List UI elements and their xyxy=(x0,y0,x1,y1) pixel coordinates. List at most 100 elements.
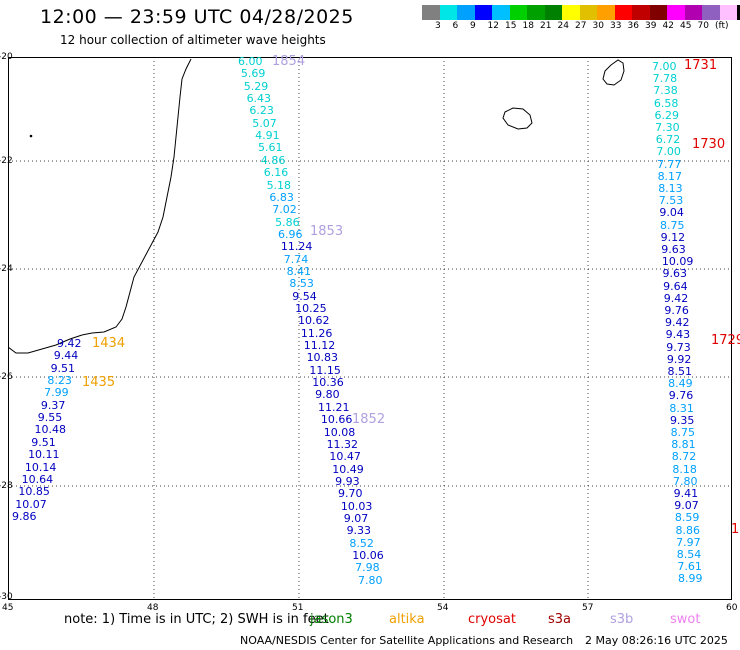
color-bar-label: 33 xyxy=(610,21,622,31)
wave-height-value: 7.80 xyxy=(358,573,383,587)
wave-height-value: 9.42 xyxy=(57,337,82,350)
color-bar-label: 42 xyxy=(662,21,674,31)
wave-height-value: 9.76 xyxy=(668,389,694,403)
wave-height-value: 9.07 xyxy=(343,511,369,525)
wave-height-value: 7.53 xyxy=(658,194,684,208)
wave-height-value: 5.18 xyxy=(266,178,292,192)
color-bar-swatch xyxy=(474,5,492,20)
satellite-legend-s3a: s3a xyxy=(548,612,572,627)
color-bar-label: 39 xyxy=(645,21,657,31)
wave-height-value: 6.83 xyxy=(269,190,294,204)
wave-height-value: 9.92 xyxy=(666,352,692,366)
color-bar-swatch xyxy=(457,5,475,20)
wave-height-value: 9.07 xyxy=(674,499,699,513)
wave-height-value: 9.04 xyxy=(659,206,684,220)
wave-height-value: 9.80 xyxy=(315,388,340,402)
wave-height-value: 5.29 xyxy=(243,79,269,93)
wave-height-value: 9.63 xyxy=(662,267,688,281)
color-bar-swatch xyxy=(597,5,615,20)
color-bar-label: 6 xyxy=(452,21,459,31)
wave-height-value: 9.43 xyxy=(665,328,691,342)
lat-label-26: -26 xyxy=(0,372,13,382)
wave-height-value: 7.77 xyxy=(656,157,682,171)
wave-height-value: 11.15 xyxy=(309,363,341,377)
wave-height-value: 10.06 xyxy=(352,549,384,562)
wave-height-value: 10.48 xyxy=(34,423,67,437)
wave-height-value: 8.75 xyxy=(670,426,696,439)
wave-height-value: 10.14 xyxy=(24,460,57,474)
wave-height-value: 6.23 xyxy=(249,104,274,118)
color-bar-label: (ft) xyxy=(715,21,729,31)
color-bar-swatch xyxy=(544,5,562,20)
pass-time-1852: 1852 xyxy=(352,412,386,427)
lon-label-45: 45 xyxy=(2,603,14,613)
wave-height-value: 10.62 xyxy=(298,314,330,328)
wave-height-value: 7.61 xyxy=(677,560,702,574)
color-bar-label: 27 xyxy=(575,21,587,31)
wave-height-value: 10.83 xyxy=(306,351,339,365)
wave-height-value: 7.74 xyxy=(283,252,309,266)
color-bar-label: 12 xyxy=(487,21,499,31)
wave-height-value: 8.53 xyxy=(289,277,314,291)
wave-height-value: 7.97 xyxy=(676,535,701,549)
lon-label-51: 51 xyxy=(292,603,304,613)
lon-label-60: 60 xyxy=(726,603,738,613)
wave-height-value: 8.99 xyxy=(678,572,703,586)
lat-label-20: -20 xyxy=(0,52,13,62)
map-canvas xyxy=(8,57,732,600)
wave-height-value: 10.09 xyxy=(661,255,694,269)
wave-height-value: 10.66 xyxy=(320,413,353,427)
lon-label-48: 48 xyxy=(147,603,159,613)
wave-height-value: 10.25 xyxy=(295,302,327,315)
wave-height-value: 10.08 xyxy=(323,425,356,439)
map-subtitle: 12 hour collection of altimeter wave hei… xyxy=(60,33,326,47)
wave-height-value: 10.49 xyxy=(332,462,364,476)
wave-height-value: 8.49 xyxy=(668,377,693,391)
satellite-legend-swot: swot xyxy=(670,612,701,627)
wave-height-value: 9.12 xyxy=(660,230,686,244)
pass-time-1730: 1730 xyxy=(692,137,726,152)
pass-time-1435: 1435 xyxy=(82,375,116,390)
wave-height-value: 10.47 xyxy=(329,450,361,464)
wave-height-value: 6.58 xyxy=(653,96,679,110)
wave-height-value: 8.75 xyxy=(660,218,685,232)
wave-height-value: 11.12 xyxy=(303,339,336,353)
wave-height-value: 7.00 xyxy=(656,145,681,159)
wave-height-value: 10.03 xyxy=(340,499,373,513)
satellite-legend-s3b: s3b xyxy=(610,612,634,627)
madagascar-coastline xyxy=(8,58,192,354)
wave-height-value: 9.44 xyxy=(53,349,79,363)
footer-note: note: 1) Time is in UTC; 2) SWH is in fe… xyxy=(64,612,329,627)
wave-height-value: 6.00 xyxy=(238,55,263,68)
wave-height-value: 8.17 xyxy=(657,169,683,183)
wave-height-value: 9.41 xyxy=(673,487,699,500)
lat-label-30: -30 xyxy=(0,592,13,602)
wave-height-value: 9.86 xyxy=(12,509,37,523)
wave-height-value: 6.29 xyxy=(654,108,679,122)
color-bar-swatch xyxy=(527,5,545,20)
footer-timestamp: 2 May 08:26:16 UTC 2025 xyxy=(585,634,728,647)
wave-height-value: 5.69 xyxy=(240,67,266,81)
wave-height-value: 9.51 xyxy=(31,435,56,449)
color-bar-label: 9 xyxy=(470,21,476,31)
wave-height-value: 7.99 xyxy=(44,386,69,400)
wave-height-value: 9.63 xyxy=(661,243,686,256)
wave-height-value: 8.86 xyxy=(675,523,701,537)
pass-time-1729: 1729 xyxy=(711,333,740,348)
wave-height-value: 7.78 xyxy=(652,72,678,86)
footer-credit: NOAA/NESDIS Center for Satellite Applica… xyxy=(240,634,574,647)
pass-time-1853: 1853 xyxy=(310,224,344,239)
wave-height-value: 8.31 xyxy=(669,401,694,415)
wave-height-value: 6.72 xyxy=(655,133,681,147)
reunion-island xyxy=(502,107,533,130)
pass-time-1854: 1854 xyxy=(272,54,306,69)
wave-height-value: 7.30 xyxy=(655,121,680,134)
color-bar-swatch xyxy=(422,5,440,20)
wave-height-value: 8.59 xyxy=(674,511,700,525)
wave-height-value: 4.91 xyxy=(255,129,280,143)
wave-height-value: 9.54 xyxy=(292,289,317,303)
wave-height-value: 8.51 xyxy=(667,365,692,378)
lon-label-54: 54 xyxy=(437,603,449,613)
wave-height-value: 7.02 xyxy=(272,203,297,217)
color-bar-swatch xyxy=(649,5,667,20)
